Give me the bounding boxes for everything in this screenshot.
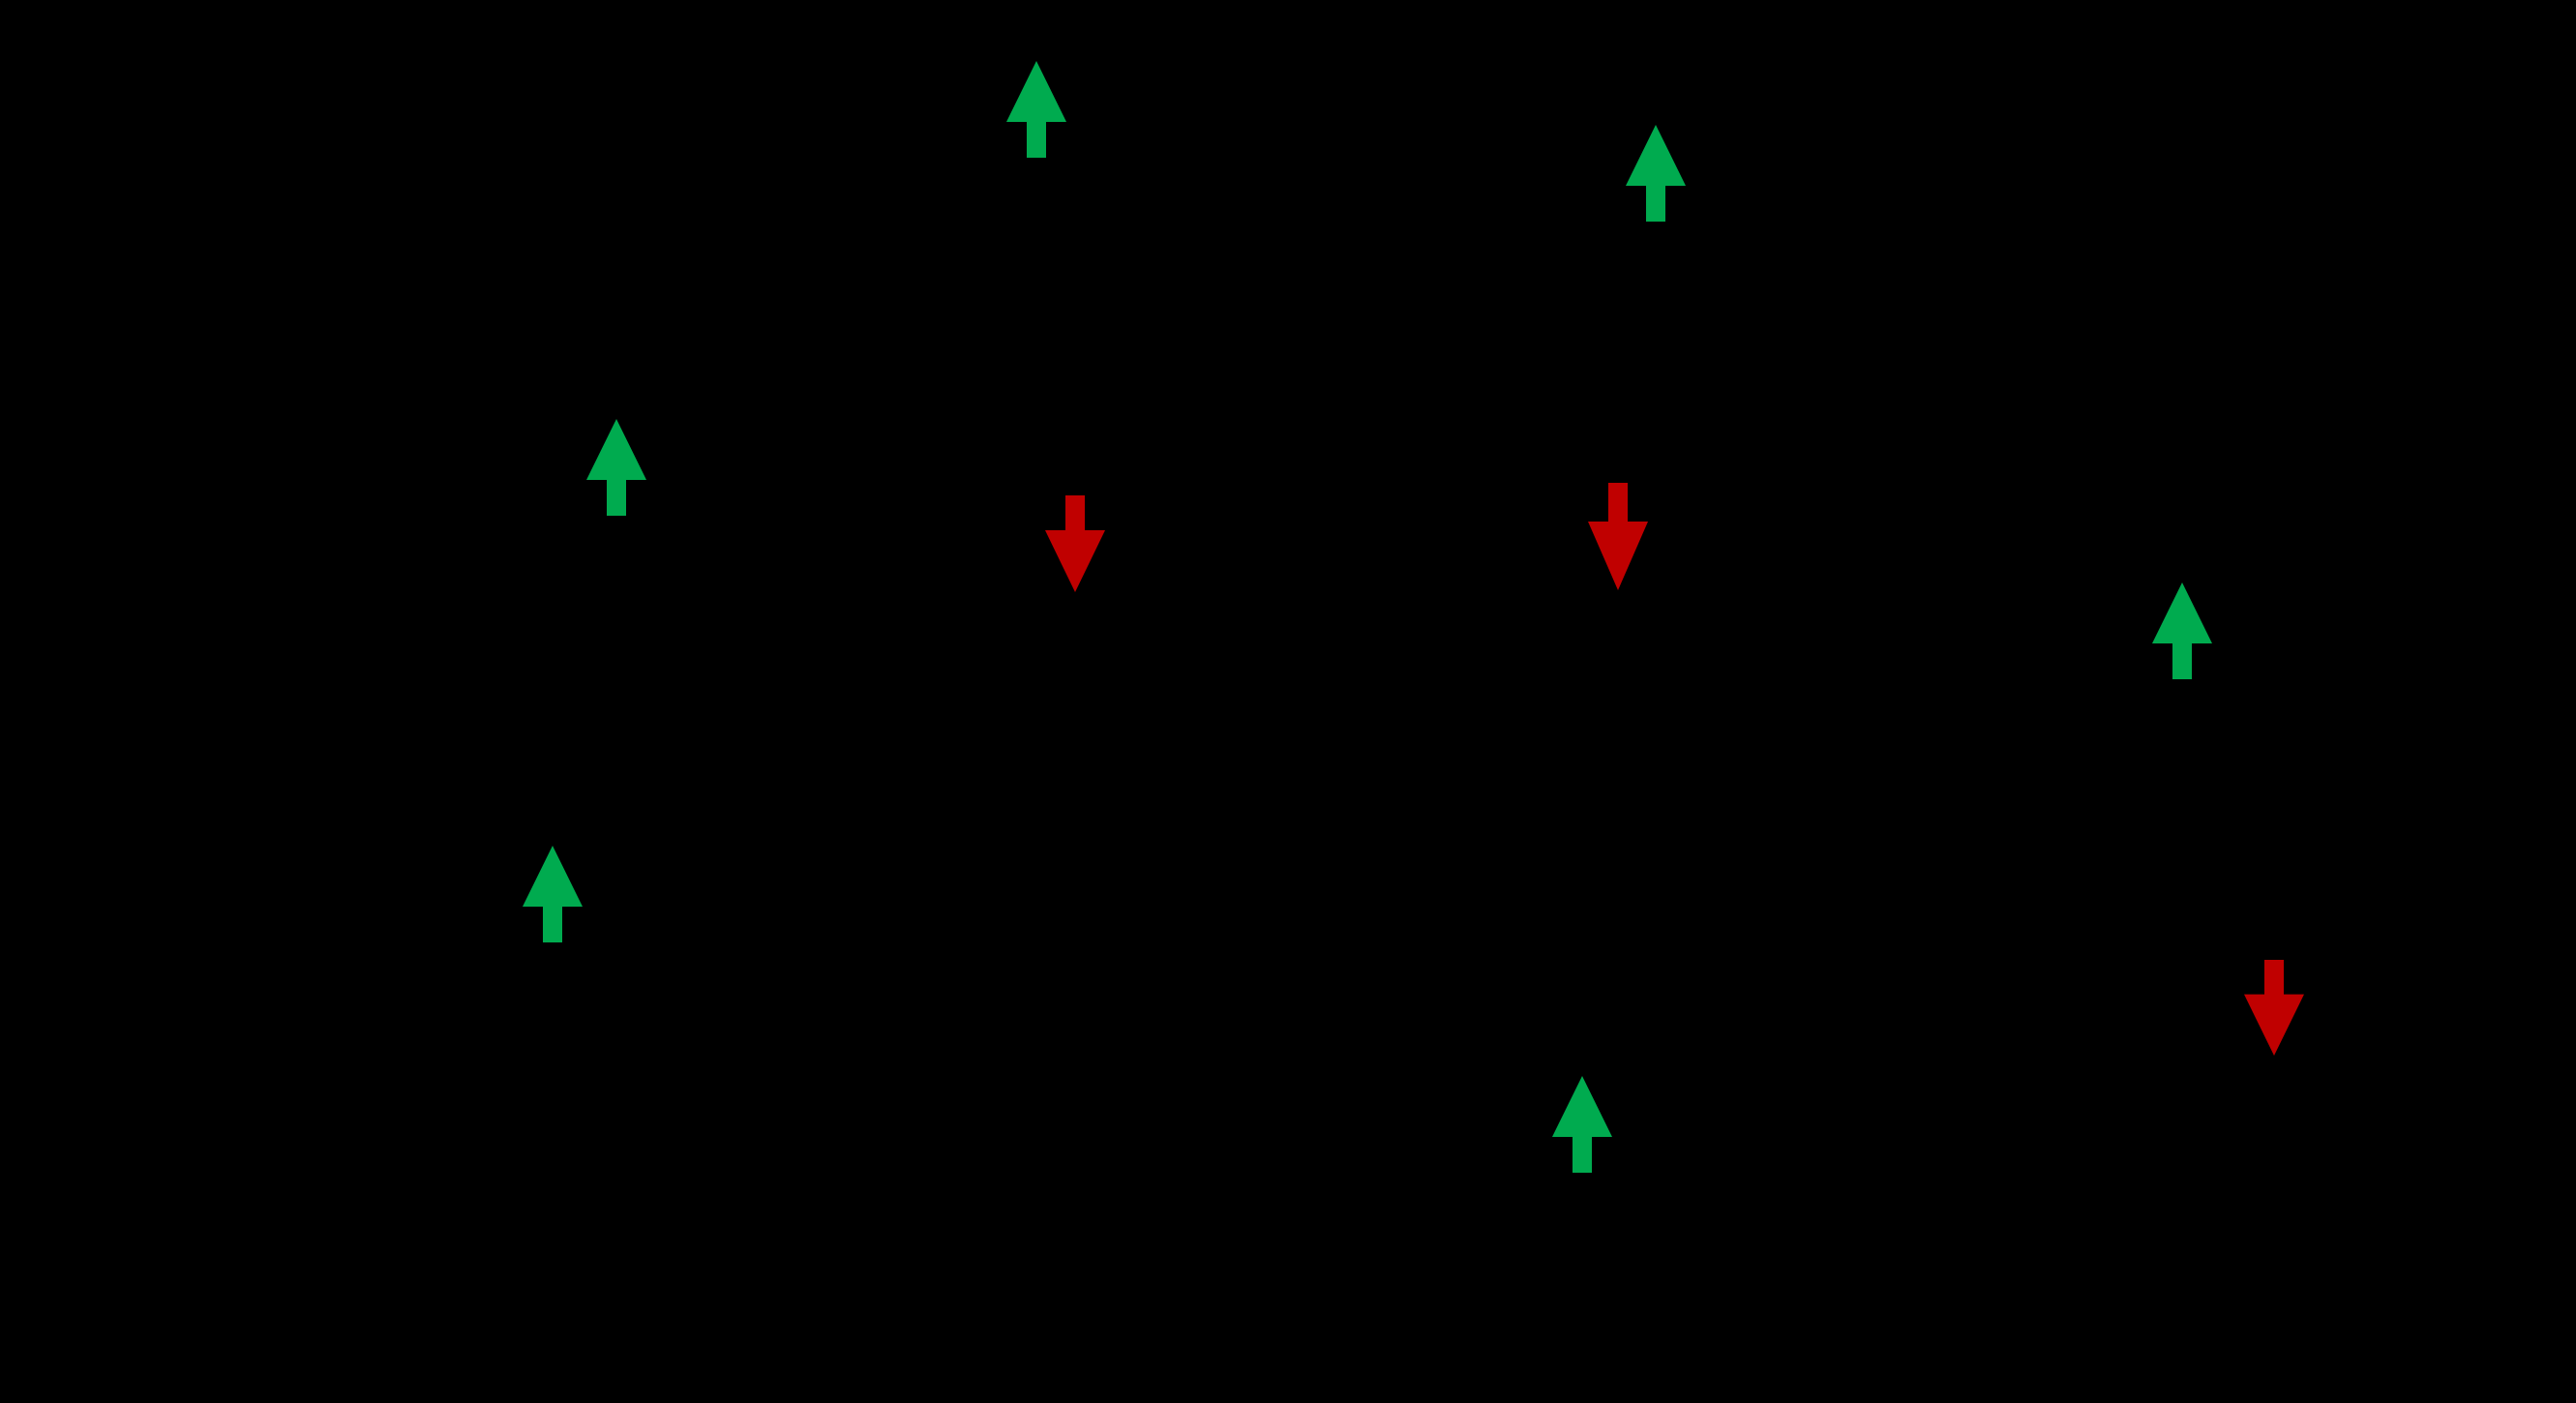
up-arrow-icon	[1552, 1076, 1612, 1173]
up-arrow-icon	[2152, 582, 2212, 679]
down-arrow-icon	[1588, 483, 1648, 590]
down-arrow-icon	[1045, 495, 1105, 592]
up-arrow-icon	[1006, 61, 1066, 158]
up-arrow-icon	[1626, 125, 1686, 222]
down-arrow-icon	[2244, 960, 2304, 1056]
up-arrow-icon	[586, 419, 646, 516]
up-arrow-icon	[523, 846, 583, 942]
